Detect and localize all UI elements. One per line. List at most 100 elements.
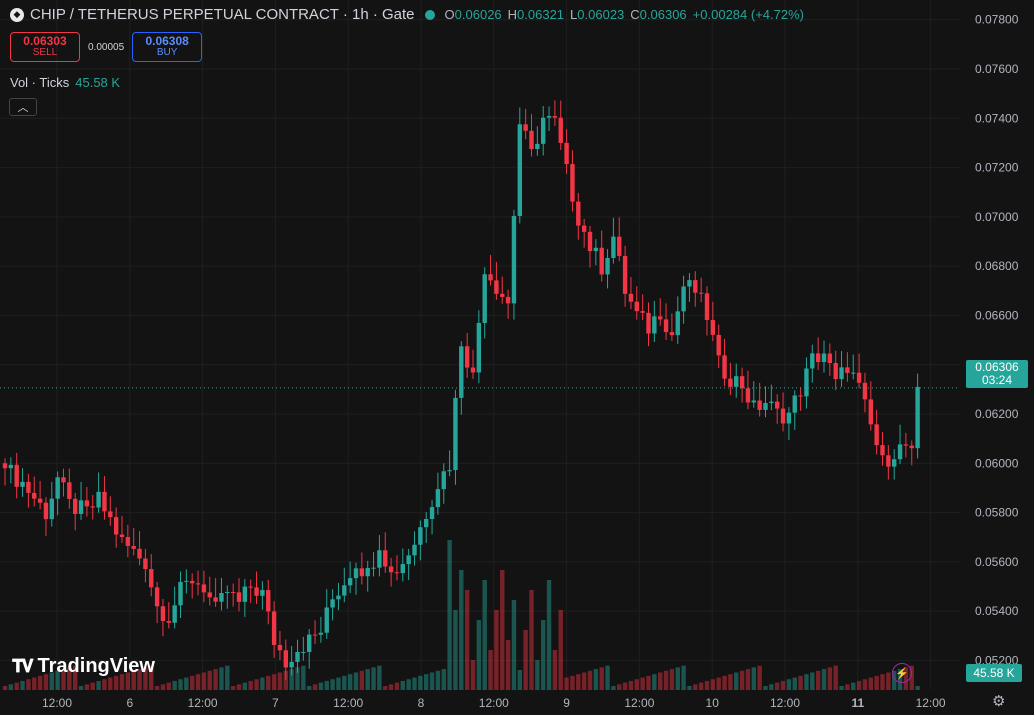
- x-tick-label: 12:00: [624, 696, 654, 710]
- candle-body: [2, 463, 8, 469]
- y-tick-label: 0.07200: [975, 161, 1019, 175]
- volume-bar: [798, 675, 803, 690]
- volume-bar: [523, 630, 528, 690]
- candle-body: [383, 550, 388, 567]
- volume-bar: [810, 672, 815, 690]
- candle-body: [84, 500, 90, 507]
- lightning-icon[interactable]: ⚡: [892, 663, 912, 683]
- gear-icon[interactable]: ⚙: [992, 693, 1006, 710]
- tradingview-logo: 𝐓𝐕 TradingView: [12, 655, 155, 677]
- volume-bar: [190, 675, 195, 690]
- volume-bar: [628, 680, 634, 690]
- volume-bar: [464, 590, 470, 690]
- x-tick-label: 12:00: [42, 696, 72, 710]
- volume-bar: [593, 669, 599, 690]
- candle-body: [96, 491, 101, 508]
- candle-body: [225, 592, 230, 594]
- spread-value: 0.00005: [88, 41, 125, 53]
- y-tick-label: 0.05200: [975, 653, 1019, 667]
- volume-bar: [359, 670, 365, 690]
- y-tick-label: 0.07600: [975, 62, 1019, 76]
- volume-bar: [892, 670, 897, 690]
- candle-body: [739, 376, 745, 389]
- candle-body: [61, 477, 66, 483]
- candle-body: [476, 322, 482, 373]
- candle-body: [605, 257, 610, 275]
- volume-bar: [792, 677, 797, 690]
- volume-bar: [219, 667, 224, 690]
- candle-body: [160, 606, 166, 621]
- candle-body: [558, 117, 563, 143]
- candle-body: [32, 492, 37, 499]
- volume-bar: [675, 667, 680, 690]
- candle-body: [453, 397, 458, 471]
- candle-body: [535, 143, 540, 150]
- candle-body: [359, 568, 365, 577]
- y-tick-label: 0.07400: [975, 111, 1019, 125]
- volume-bar: [301, 665, 306, 690]
- sell-button[interactable]: 0.06303 SELL: [10, 32, 80, 62]
- volume-bar: [213, 669, 218, 690]
- candle-body: [903, 444, 909, 446]
- volume-bar: [915, 686, 920, 690]
- volume-bar: [20, 680, 25, 690]
- candle-body: [318, 632, 324, 635]
- volume-bar: [722, 675, 727, 690]
- volume-bar: [862, 679, 868, 690]
- volume-bar: [851, 682, 856, 690]
- volume-bar: [546, 580, 552, 690]
- candle-body: [266, 590, 271, 612]
- volume-bar: [821, 669, 827, 690]
- volume-bar: [143, 667, 148, 690]
- candle-body: [102, 491, 107, 512]
- candle-body: [260, 590, 265, 596]
- buy-button[interactable]: 0.06308 BUY: [132, 32, 203, 62]
- y-tick-label: 0.06600: [975, 308, 1019, 322]
- volume-bar: [37, 675, 43, 690]
- volume-bar: [230, 686, 236, 690]
- candle-body: [307, 634, 312, 652]
- volume-bar: [663, 670, 669, 690]
- candle-body: [617, 236, 622, 256]
- y-tick-label: 0.05400: [975, 604, 1019, 618]
- candle-body: [693, 280, 698, 293]
- candle-body: [178, 581, 183, 606]
- candle-body: [347, 578, 353, 586]
- candle-body: [552, 116, 558, 118]
- chevron-up-icon[interactable]: ︿: [9, 98, 37, 116]
- volume-bar: [482, 580, 487, 690]
- volume-bar: [704, 680, 710, 690]
- candle-body: [236, 592, 242, 602]
- candle-body: [722, 355, 727, 379]
- volume-bar: [14, 682, 19, 690]
- volume-bar: [447, 540, 452, 690]
- volume-bar: [640, 677, 645, 690]
- candle-body: [728, 378, 733, 387]
- candle-body: [675, 311, 680, 336]
- symbol-title[interactable]: CHIP / TETHERUS PERPETUAL CONTRACT · 1h …: [30, 6, 415, 23]
- candle-body: [377, 550, 382, 568]
- candle-body: [201, 584, 207, 593]
- candle-body: [915, 386, 920, 449]
- volume-legend[interactable]: Vol · Ticks 45.58 K: [10, 75, 121, 90]
- volume-bar: [669, 669, 675, 690]
- volume-bar: [646, 675, 651, 690]
- volume-bar: [78, 686, 84, 690]
- candle-body: [166, 620, 171, 623]
- volume-bar: [113, 675, 119, 690]
- volume-bar: [102, 679, 107, 690]
- candle-body: [73, 498, 78, 514]
- candle-body: [529, 130, 534, 150]
- candle-body: [213, 597, 218, 602]
- y-tick-label: 0.07000: [975, 210, 1019, 224]
- candle-body: [500, 293, 505, 297]
- candle-body: [494, 280, 499, 294]
- candle-body: [757, 400, 762, 410]
- candle-body: [827, 353, 833, 364]
- volume-bar: [96, 680, 101, 690]
- candle-body: [599, 247, 604, 275]
- volume-bar: [693, 684, 698, 690]
- candle-body: [108, 511, 113, 518]
- candle-body: [611, 236, 616, 258]
